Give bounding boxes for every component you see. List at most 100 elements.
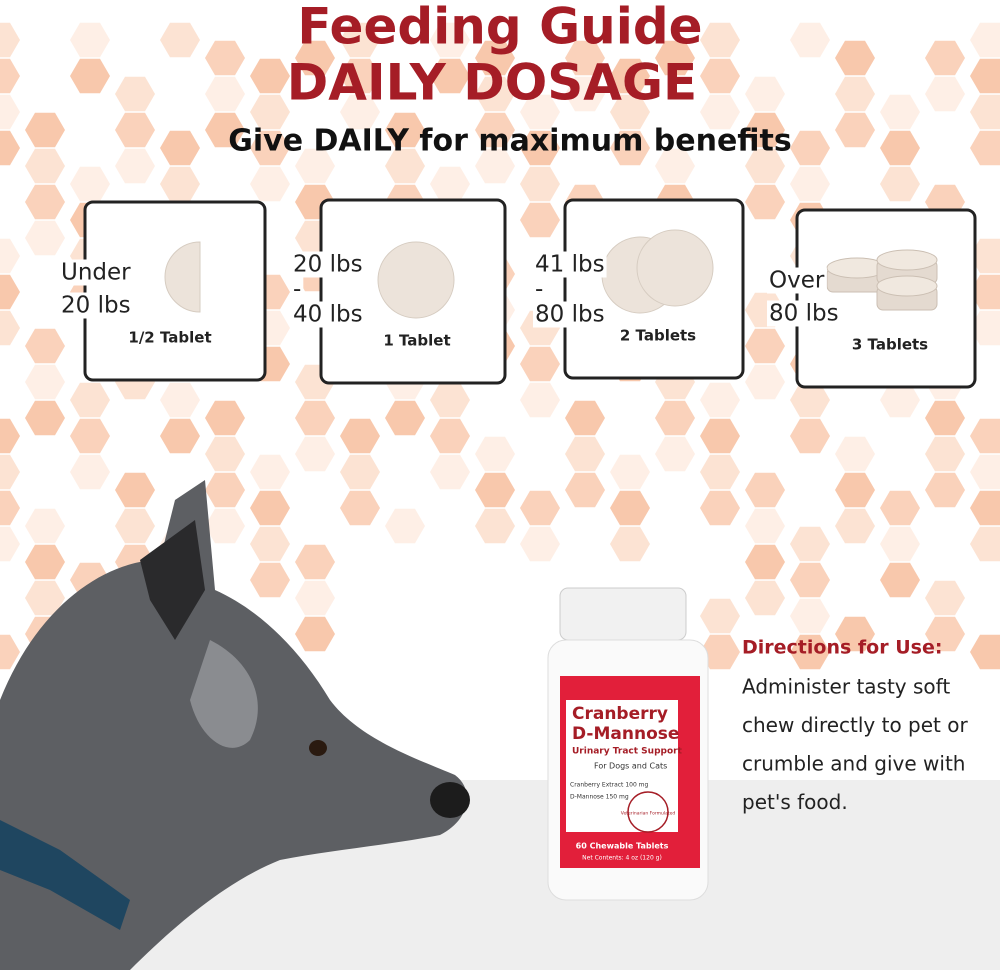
hexagon [160,418,200,454]
hexagon [385,148,425,184]
hexagon [880,166,920,202]
hexagon [160,22,200,58]
tablet [636,229,714,307]
amount-label: 1 Tablet [383,332,450,350]
hexagon [295,544,335,580]
label-backdrop [767,267,827,294]
hexagon [70,22,110,58]
label-backdrop [59,259,134,286]
hexagon [925,40,965,76]
hexagon [340,418,380,454]
hexagon [925,400,965,436]
amount-label: 1/2 Tablet [128,329,211,347]
hexagon [745,508,785,544]
hexagon [745,472,785,508]
hexagon [385,508,425,544]
hexagon [610,94,650,130]
hexagon [970,634,1000,670]
hexagon [115,76,155,112]
hexagon [25,220,65,256]
ingredient: Cranberry Extract 100 mg [570,782,649,789]
product-audience: For Dogs and Cats [594,762,667,771]
weight-label: 80 lbs [769,301,839,327]
seal: Veterinarian Formulated [621,811,676,817]
tablet [377,241,455,319]
hexagon [340,22,380,58]
hexagon [700,94,740,130]
hexagon [295,436,335,472]
hexagon [790,382,830,418]
tablet-top [876,275,938,297]
hexagon [430,58,470,94]
hexagon [970,490,1000,526]
hexagon [115,508,155,544]
hexagon [610,454,650,490]
hexagon [385,400,425,436]
hexagon [250,490,290,526]
hexagon [655,40,695,76]
hexagon [475,472,515,508]
hexagon [430,454,470,490]
hexagon [25,184,65,220]
hexagon [340,454,380,490]
label-backdrop [291,301,365,328]
hexagon [475,76,515,112]
hexagon [430,418,470,454]
hexagon [700,22,740,58]
hexagon [520,166,560,202]
label-backdrop [533,251,607,278]
weight-label: Over [769,268,825,294]
hexagon [520,94,560,130]
bottle [547,587,709,901]
hexagon [205,40,245,76]
hexagon [880,562,920,598]
hexagon [70,382,110,418]
hexagon [205,472,245,508]
hexagon [970,58,1000,94]
hexagon [970,238,1000,274]
weight-label: - [293,277,301,303]
hexagon [205,400,245,436]
hexagon [25,328,65,364]
tablet-top [876,249,938,271]
hexagon [565,436,605,472]
hexagon [700,418,740,454]
hexagon [565,76,605,112]
hexagon [475,508,515,544]
title: Feeding Guide [297,0,702,56]
hexagon [115,148,155,184]
hexagon [340,94,380,130]
hexagon [160,382,200,418]
hexagon [520,526,560,562]
hexagon [835,40,875,76]
hexagon [70,418,110,454]
hexagon [790,598,830,634]
directions-heading: Directions for Use: [742,637,942,659]
hexagon [295,148,335,184]
hexagon [520,130,560,166]
hexagon [970,526,1000,562]
weight-label: Under [61,260,131,286]
hexagon [0,490,20,526]
hexagon [880,490,920,526]
weight-label: 40 lbs [293,302,363,328]
tablet [164,241,201,313]
hexagon [0,310,20,346]
hexagon [880,526,920,562]
directions-line: crumble and give with [742,752,965,776]
hexagon [970,310,1000,346]
hexagon [295,40,335,76]
hexagon [0,22,20,58]
hexagon [250,166,290,202]
hexagon [745,580,785,616]
hexagon [745,112,785,148]
hexagon [25,544,65,580]
hexagon [385,112,425,148]
directions-line: chew directly to pet or [742,713,968,737]
product-net: Net Contents: 4 oz (120 g) [582,855,662,862]
product-name: Cranberry [572,704,668,724]
hexagon [970,94,1000,130]
hexagon [25,508,65,544]
product-purpose: Urinary Tract Support [572,747,683,757]
